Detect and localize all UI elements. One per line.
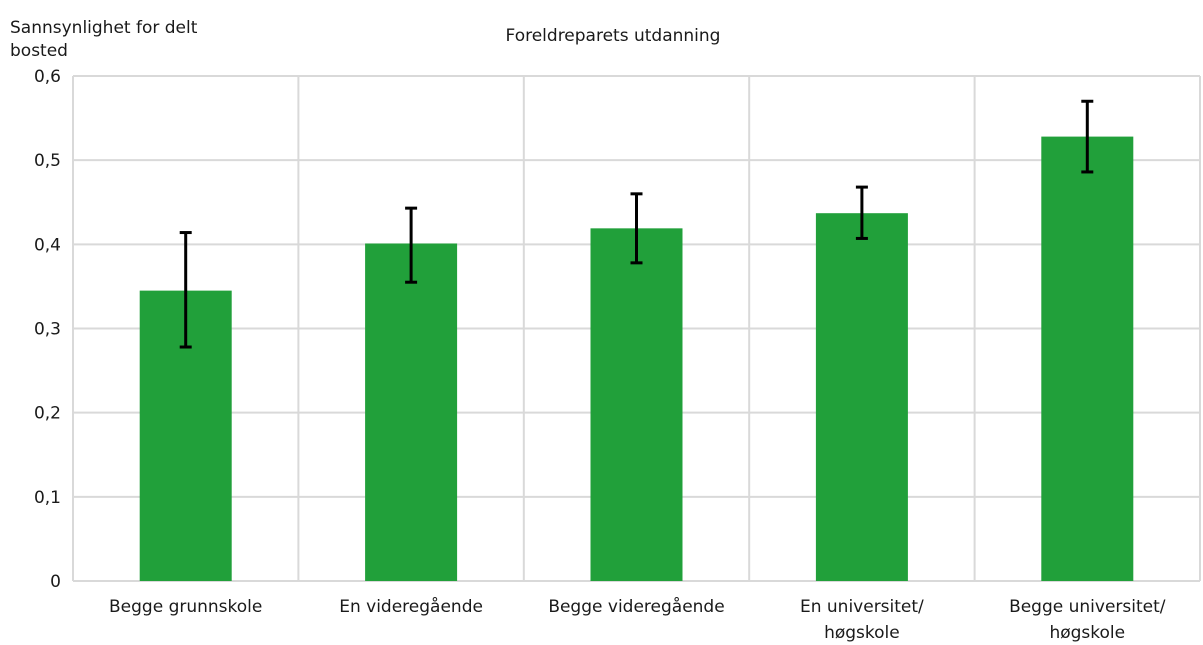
x-tick-label-line: høgskole bbox=[1049, 623, 1125, 643]
x-tick-label: En videregående bbox=[339, 596, 483, 617]
x-tick-label-line: høgskole bbox=[824, 623, 900, 643]
y-tick-label: 0 bbox=[50, 572, 61, 592]
bar bbox=[365, 243, 458, 581]
x-tick-label: Begge grunnskole bbox=[109, 597, 262, 617]
y-tick-label: 0,4 bbox=[34, 235, 61, 255]
x-tick-label-line: Begge universitet/ bbox=[1009, 597, 1166, 617]
x-tick-label-line: En videregående bbox=[339, 596, 483, 617]
y-tick-label: 0,2 bbox=[34, 404, 61, 424]
x-tick-label: Begge videregående bbox=[548, 596, 724, 617]
x-tick-label: En universitet/høgskole bbox=[800, 597, 924, 643]
x-tick-label-line: Begge grunnskole bbox=[109, 597, 262, 617]
y-tick-label: 0,1 bbox=[34, 488, 61, 508]
x-tick-label: Begge universitet/høgskole bbox=[1009, 597, 1166, 643]
y-tick-label: 0,5 bbox=[34, 151, 61, 171]
y-tick-label: 0,3 bbox=[34, 320, 61, 340]
x-tick-label-line: En universitet/ bbox=[800, 597, 924, 617]
x-tick-label-line: Begge videregående bbox=[548, 596, 724, 617]
bar bbox=[815, 213, 908, 582]
chart-title: Foreldreparets utdanning bbox=[505, 26, 721, 46]
bar bbox=[1041, 136, 1134, 581]
y-tick-label: 0,6 bbox=[34, 67, 61, 87]
bar bbox=[590, 228, 683, 581]
y-axis-label-line-1: Sannsynlighet for delt bbox=[10, 18, 198, 38]
y-axis-label-line-2: bosted bbox=[10, 41, 68, 61]
